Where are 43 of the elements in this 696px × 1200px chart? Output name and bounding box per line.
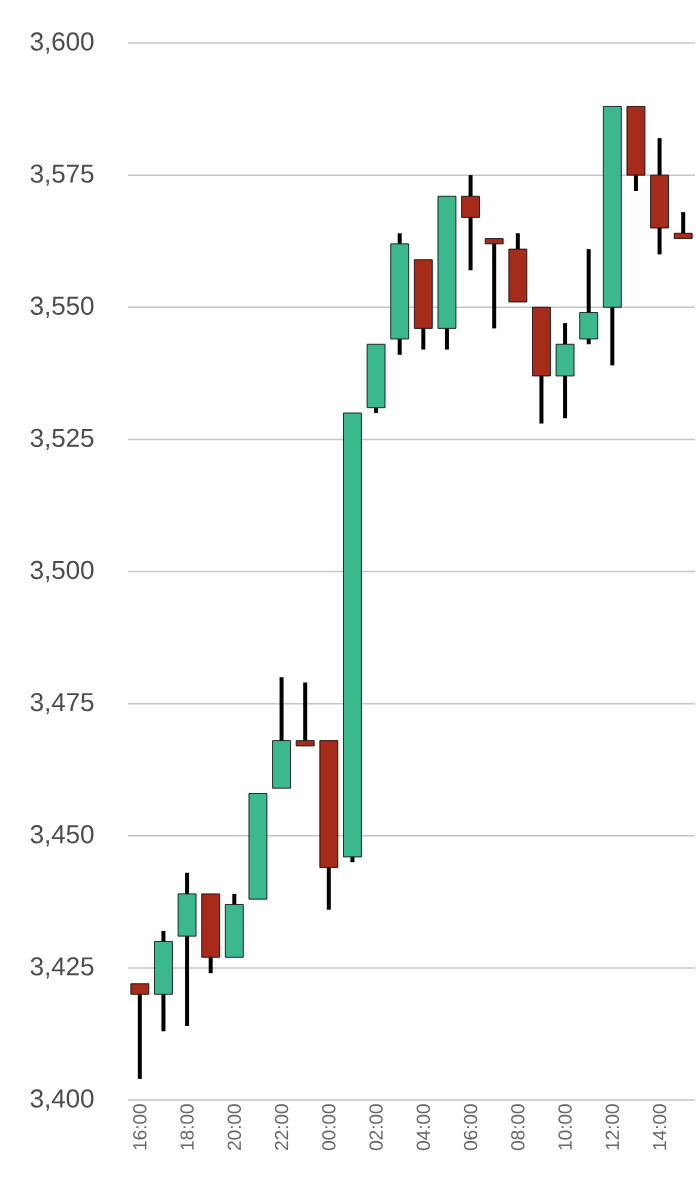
x-tick-label: 22:00 <box>274 1104 289 1150</box>
x-tick-label: 06:00 <box>463 1104 478 1151</box>
candlestick <box>484 238 504 329</box>
candlestick <box>461 175 481 271</box>
y-tick-label: 3,450 <box>30 825 94 847</box>
candlestick <box>390 233 410 355</box>
x-tick-label: 10:00 <box>558 1104 572 1150</box>
x-tick-label: 04:00 <box>416 1104 431 1151</box>
candlestick <box>201 893 221 974</box>
candlestick <box>555 323 575 419</box>
candlestick <box>319 740 339 910</box>
y-tick-label: 3,500 <box>30 560 94 583</box>
candlestick <box>673 212 693 239</box>
candlestick <box>626 106 646 191</box>
x-tick-label: 18:00 <box>180 1104 194 1150</box>
candlestick <box>437 195 457 350</box>
y-tick-label: 3,425 <box>30 957 94 979</box>
y-tick-label: 3,400 <box>30 1089 94 1111</box>
x-tick-label: 20:00 <box>227 1104 242 1150</box>
x-tick-label: 12:00 <box>605 1104 620 1150</box>
candlestick <box>532 306 551 424</box>
candlestick <box>272 677 292 789</box>
candlestick <box>177 872 197 1027</box>
y-tick-label: 3,600 <box>30 32 94 54</box>
candlestick <box>154 930 173 1032</box>
x-tick-label: 02:00 <box>369 1104 383 1151</box>
x-tick-label: 14:00 <box>652 1104 667 1150</box>
y-tick-label: 3,550 <box>30 296 94 318</box>
candlestick <box>603 106 622 366</box>
candlestick <box>508 233 528 303</box>
x-tick-label: 08:00 <box>511 1104 525 1151</box>
candlestick <box>366 343 386 413</box>
y-tick-label: 3,475 <box>30 692 94 715</box>
candlestick <box>225 893 244 958</box>
x-tick-label: 16:00 <box>133 1104 147 1150</box>
y-tick-label: 3,575 <box>30 164 94 186</box>
x-tick-label: 00:00 <box>322 1104 336 1151</box>
candlestick <box>650 138 670 255</box>
candlestick <box>414 259 433 350</box>
y-tick-label: 3,525 <box>30 428 94 451</box>
candlestick <box>248 793 268 900</box>
candlestick <box>130 983 150 1079</box>
candlestick <box>295 682 315 747</box>
